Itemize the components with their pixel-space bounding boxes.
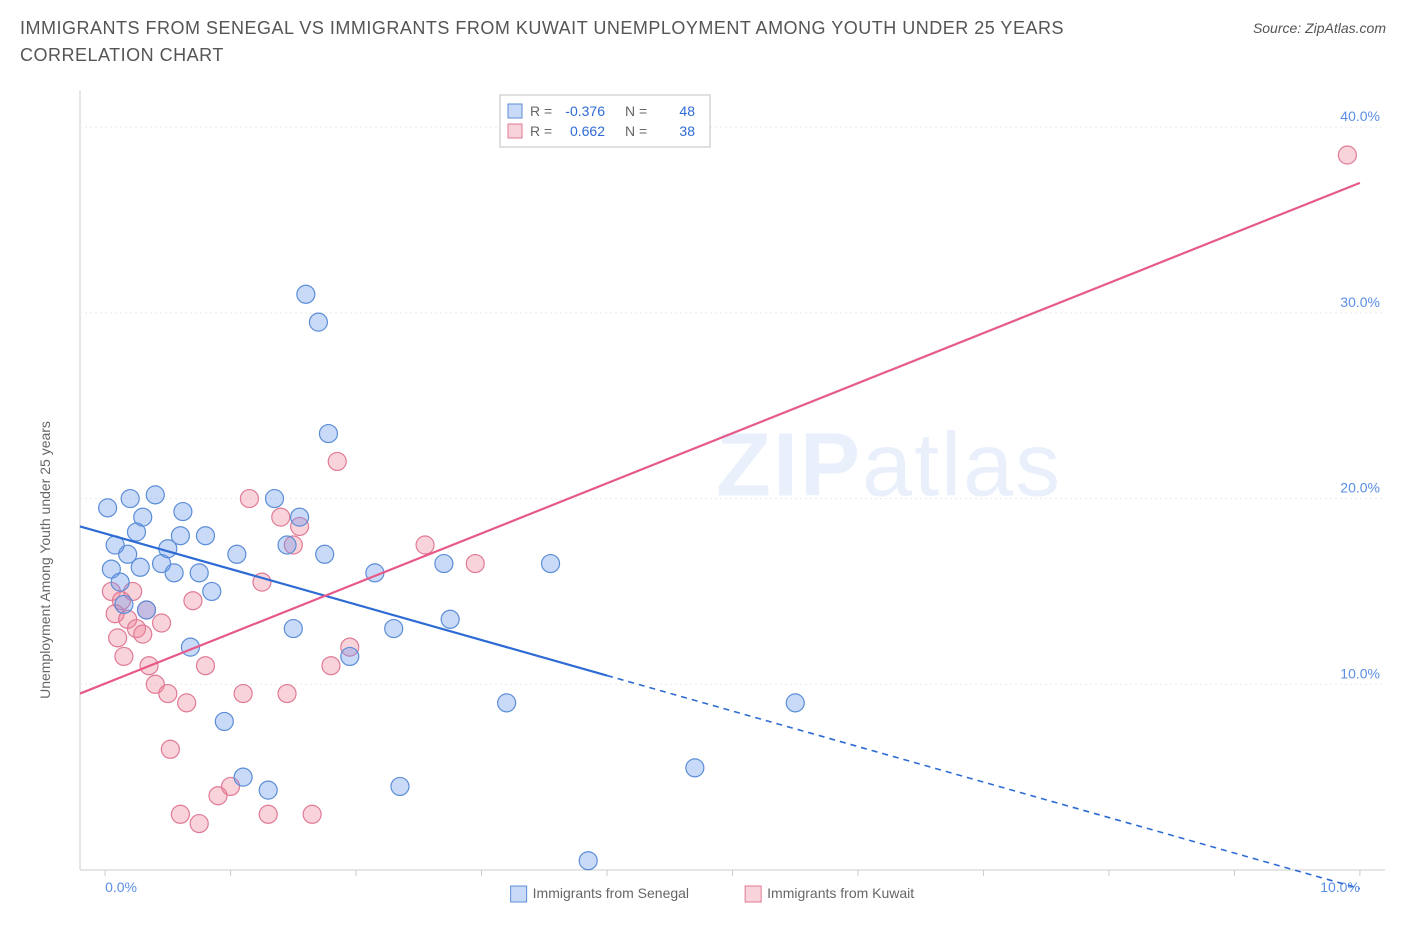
senegal-point	[686, 759, 704, 777]
x-tick-label: 0.0%	[105, 879, 137, 895]
senegal-point	[542, 555, 560, 573]
y-tick-label: 10.0%	[1340, 665, 1380, 681]
kuwait-point	[109, 629, 127, 647]
senegal-point	[579, 852, 597, 870]
kuwait-point	[416, 536, 434, 554]
watermark: ZIPatlas	[716, 416, 1062, 516]
senegal-point	[134, 508, 152, 526]
senegal-point	[131, 558, 149, 576]
senegal-bottom-label: Immigrants from Senegal	[533, 885, 689, 901]
senegal-point	[111, 573, 129, 591]
kuwait-point	[178, 694, 196, 712]
senegal-point	[259, 781, 277, 799]
senegal-r-value: -0.376	[565, 103, 605, 119]
senegal-point	[196, 527, 214, 545]
kuwait-point	[328, 452, 346, 470]
senegal-point	[786, 694, 804, 712]
senegal-point	[234, 768, 252, 786]
senegal-point	[309, 313, 327, 331]
senegal-point	[498, 694, 516, 712]
y-tick-label: 40.0%	[1340, 108, 1380, 124]
kuwait-point	[322, 657, 340, 675]
senegal-regression-line-dashed	[607, 676, 1360, 889]
kuwait-point	[171, 805, 189, 823]
senegal-point	[146, 486, 164, 504]
legend-r-label: R =	[530, 123, 552, 139]
kuwait-point	[1338, 146, 1356, 164]
kuwait-point	[159, 685, 177, 703]
senegal-point	[435, 555, 453, 573]
scatter-chart: 10.0% 20.0% 30.0% 40.0% 0.0% 10.0% Unemploymen…	[20, 90, 1390, 920]
senegal-point	[121, 490, 139, 508]
senegal-point	[316, 545, 334, 563]
kuwait-point	[161, 740, 179, 758]
kuwait-point	[272, 508, 290, 526]
senegal-point	[203, 582, 221, 600]
senegal-point	[165, 564, 183, 582]
senegal-point	[341, 647, 359, 665]
kuwait-bottom-swatch	[745, 886, 761, 902]
senegal-point	[174, 503, 192, 521]
senegal-point	[278, 536, 296, 554]
senegal-point	[297, 285, 315, 303]
senegal-point	[190, 564, 208, 582]
senegal-point	[385, 620, 403, 638]
kuwait-point	[234, 685, 252, 703]
senegal-point	[99, 499, 117, 517]
senegal-point	[391, 777, 409, 795]
kuwait-regression-line	[80, 183, 1360, 694]
senegal-point	[441, 610, 459, 628]
senegal-point	[115, 595, 133, 613]
chart-title: IMMIGRANTS FROM SENEGAL VS IMMIGRANTS FR…	[20, 15, 1170, 69]
kuwait-point	[184, 592, 202, 610]
senegal-point	[171, 527, 189, 545]
senegal-bottom-swatch	[511, 886, 527, 902]
kuwait-point	[466, 555, 484, 573]
kuwait-point	[240, 490, 258, 508]
kuwait-bottom-label: Immigrants from Kuwait	[767, 885, 914, 901]
kuwait-point	[134, 625, 152, 643]
legend-n-label: N =	[625, 123, 647, 139]
kuwait-point	[115, 647, 133, 665]
senegal-point	[265, 490, 283, 508]
kuwait-point	[259, 805, 277, 823]
legend-n-label: N =	[625, 103, 647, 119]
senegal-point	[291, 508, 309, 526]
senegal-n-value: 48	[679, 103, 695, 119]
senegal-point	[215, 712, 233, 730]
senegal-point	[228, 545, 246, 563]
kuwait-point	[196, 657, 214, 675]
kuwait-point	[190, 815, 208, 833]
senegal-point	[138, 601, 156, 619]
y-tick-label: 20.0%	[1340, 480, 1380, 496]
kuwait-point	[303, 805, 321, 823]
senegal-point	[284, 620, 302, 638]
kuwait-point	[153, 614, 171, 632]
y-axis-title: Unemployment Among Youth under 25 years	[37, 421, 53, 699]
source-attribution: Source: ZipAtlas.com	[1253, 20, 1386, 36]
y-tick-label: 30.0%	[1340, 294, 1380, 310]
kuwait-legend-swatch	[508, 124, 522, 138]
kuwait-r-value: 0.662	[570, 123, 605, 139]
kuwait-n-value: 38	[679, 123, 695, 139]
senegal-point	[319, 425, 337, 443]
senegal-legend-swatch	[508, 104, 522, 118]
kuwait-point	[278, 685, 296, 703]
x-tick-label: 10.0%	[1320, 879, 1360, 895]
legend-r-label: R =	[530, 103, 552, 119]
